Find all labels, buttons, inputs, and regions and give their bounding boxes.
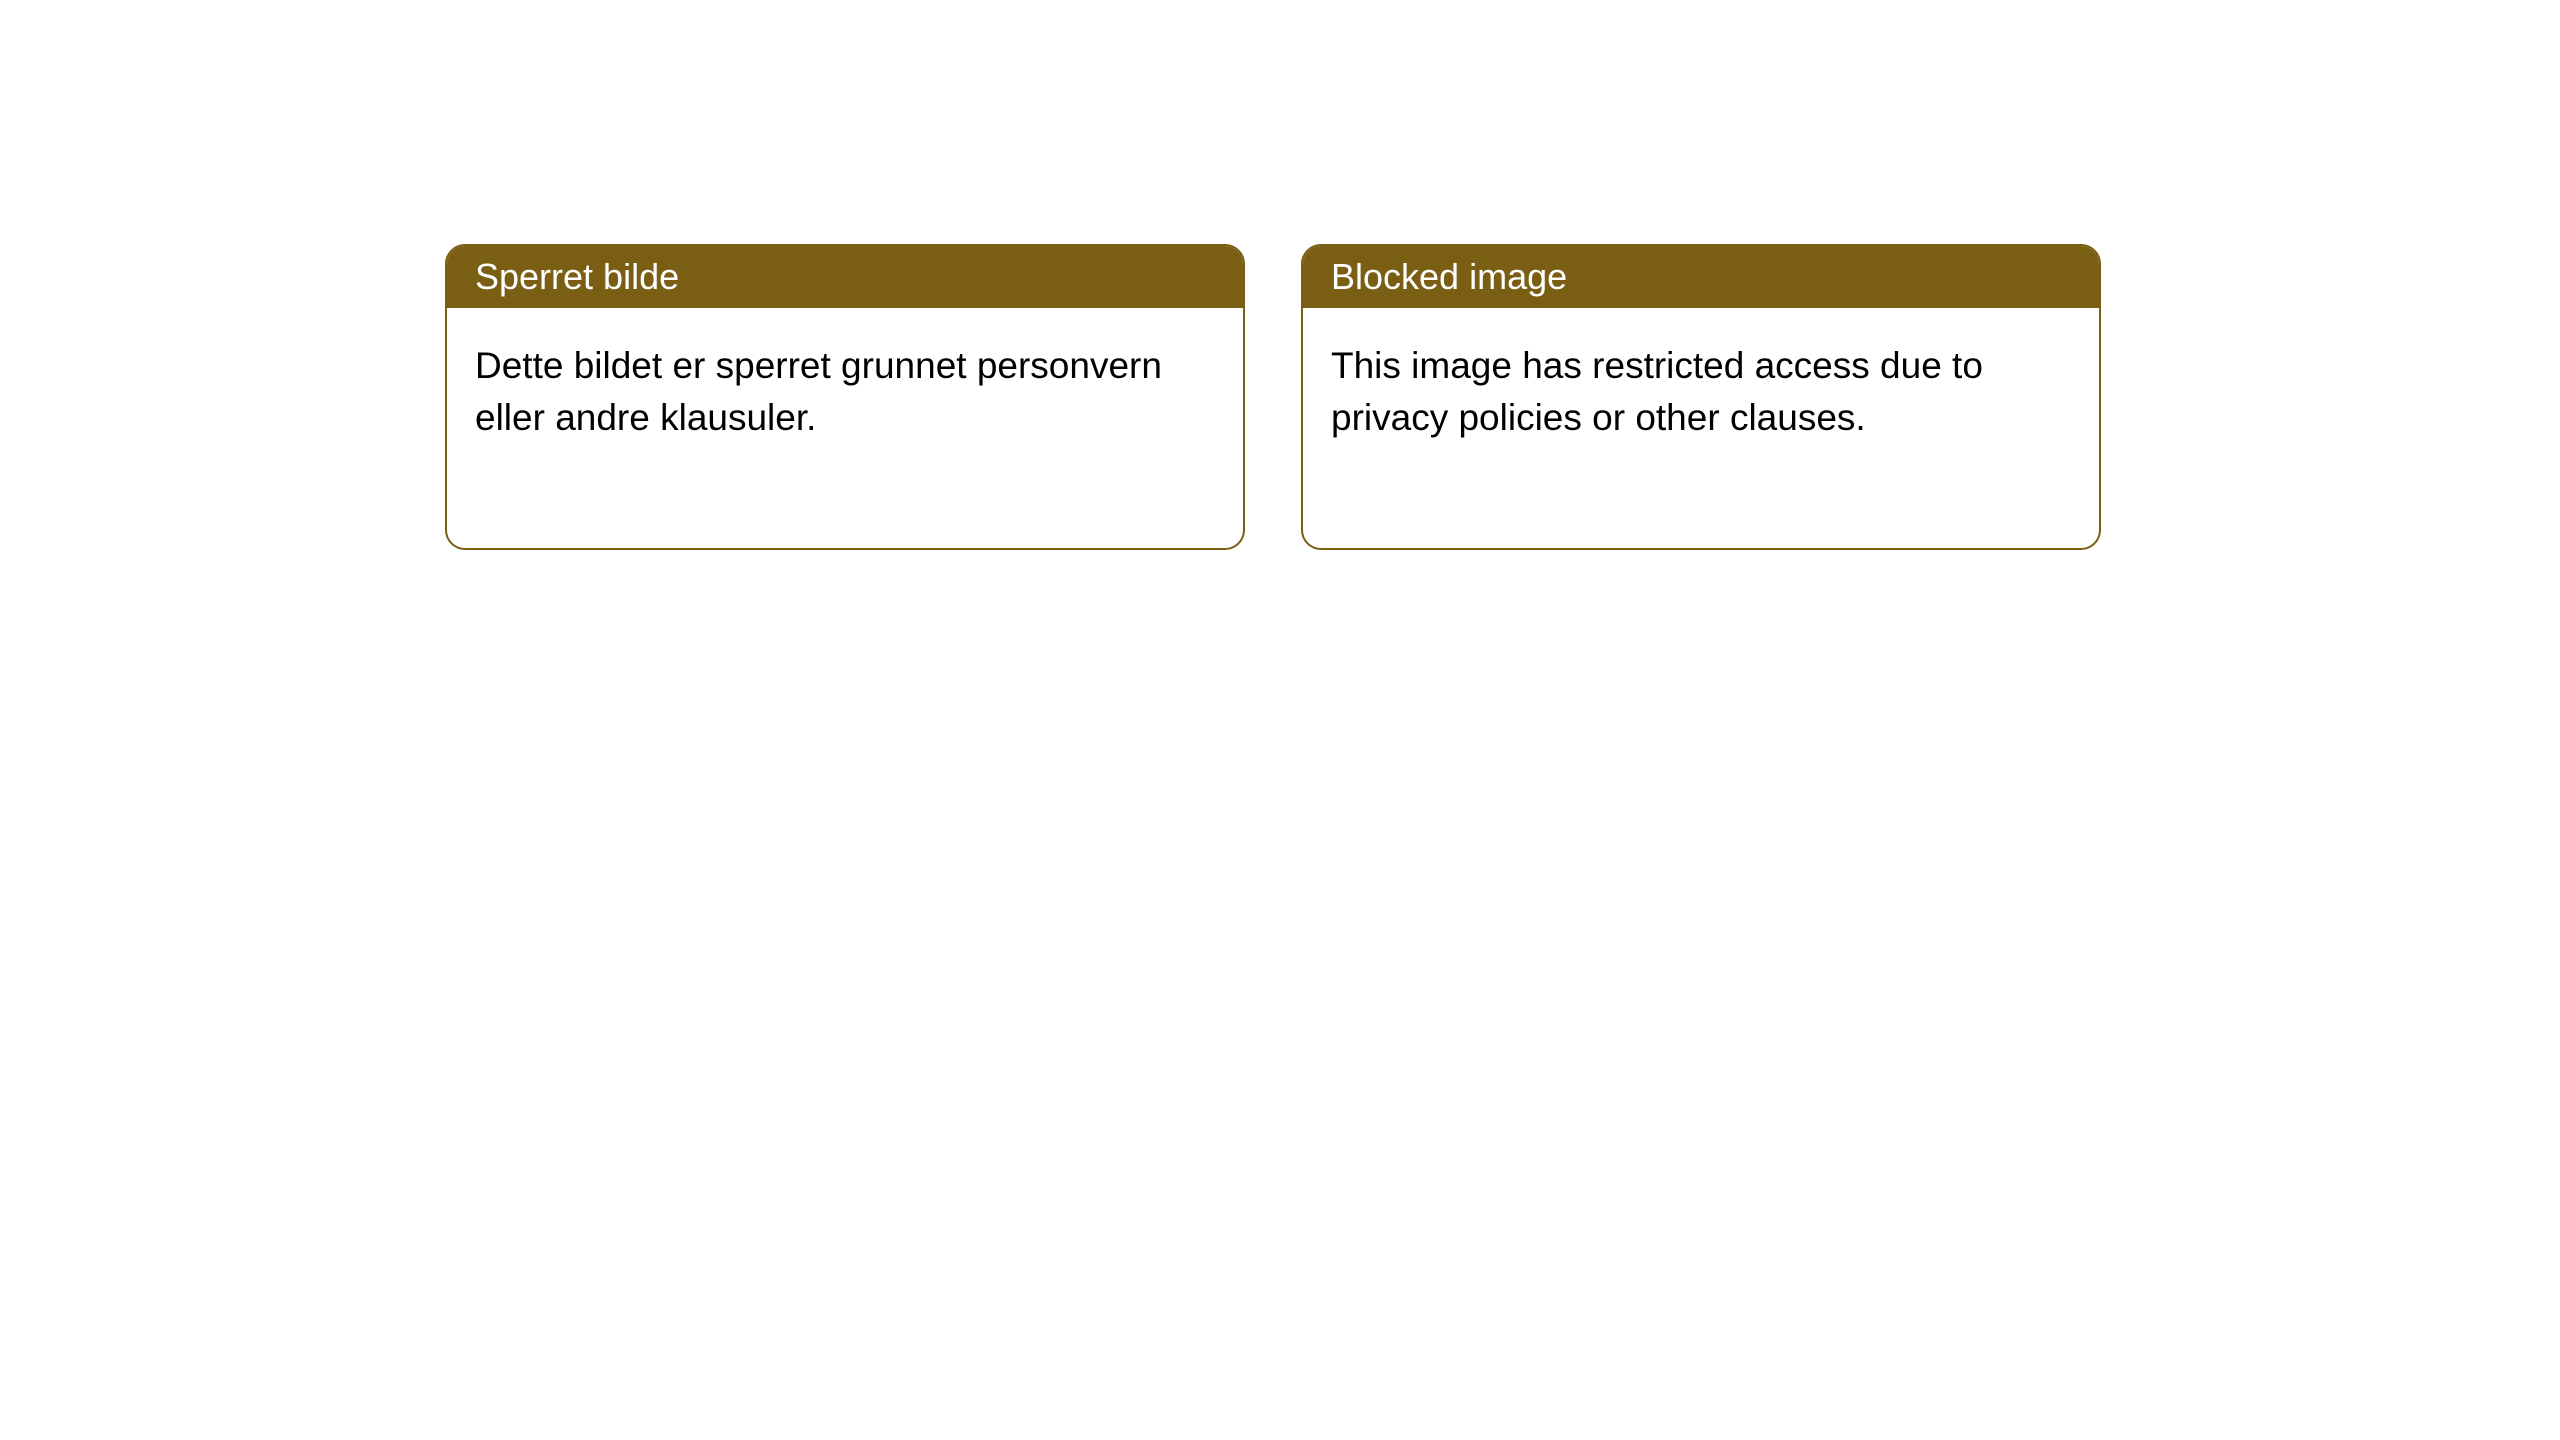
notice-body: Dette bildet er sperret grunnet personve…: [447, 308, 1243, 548]
notice-card-norwegian: Sperret bilde Dette bildet er sperret gr…: [445, 244, 1245, 550]
notice-message: This image has restricted access due to …: [1331, 345, 1983, 438]
notice-card-english: Blocked image This image has restricted …: [1301, 244, 2101, 550]
notice-title: Sperret bilde: [475, 256, 679, 297]
notice-title: Blocked image: [1331, 256, 1567, 297]
notice-header: Sperret bilde: [447, 246, 1243, 308]
notice-message: Dette bildet er sperret grunnet personve…: [475, 345, 1162, 438]
notice-body: This image has restricted access due to …: [1303, 308, 2099, 548]
notice-container: Sperret bilde Dette bildet er sperret gr…: [0, 0, 2560, 550]
notice-header: Blocked image: [1303, 246, 2099, 308]
